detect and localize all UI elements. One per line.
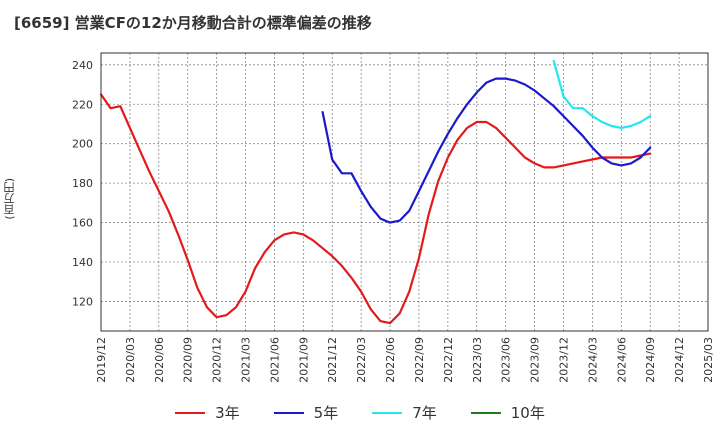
y-tick-label: 220	[72, 98, 93, 111]
axes: 120 140 160 180 200 220 240 2019/12 2020/03 2020/…	[72, 52, 715, 383]
x-tick-label: 2021/06	[268, 337, 281, 383]
legend-item-10y: 10年	[470, 402, 545, 423]
chart-title: [6659] 営業CFの12か月移動合計の標準偏差の推移	[14, 14, 372, 32]
legend-label-10y: 10年	[510, 404, 545, 422]
x-tick-label: 2020/12	[211, 337, 224, 383]
x-tick-label: 2023/03	[471, 337, 484, 383]
x-tick-label: 2019/12	[95, 337, 108, 383]
legend-swatch-3y	[175, 411, 206, 414]
y-tick-label: 120	[72, 295, 93, 308]
x-tick-label: 2024/09	[644, 337, 657, 383]
x-tick-label: 2021/12	[326, 337, 339, 383]
legend-swatch-10y	[470, 411, 501, 414]
x-tick-label: 2023/12	[557, 337, 570, 383]
legend-swatch-7y	[372, 411, 403, 414]
y-tick-label: 240	[72, 59, 93, 72]
series-line-3年	[99, 93, 652, 325]
legend: 3年 5年 7年 10年	[0, 402, 720, 423]
x-tick-label: 2020/09	[182, 337, 195, 383]
x-tick-label: 2022/12	[442, 337, 455, 383]
legend-item-7y: 7年	[372, 402, 437, 423]
legend-label-7y: 7年	[412, 404, 437, 422]
legend-item-3y: 3年	[175, 402, 240, 423]
x-tick-label: 2022/06	[384, 337, 397, 383]
y-tick-label: 180	[72, 177, 93, 190]
x-tick-label: 2024/06	[615, 337, 628, 383]
x-tick-label: 2021/09	[297, 337, 310, 383]
x-tick-label: 2023/09	[529, 337, 542, 383]
x-tick-label: 2024/12	[673, 337, 686, 383]
x-tick-label: 2020/06	[153, 337, 166, 383]
x-tick-label: 2020/03	[124, 337, 137, 383]
series-lines	[99, 59, 652, 325]
legend-swatch-5y	[273, 411, 304, 414]
series-line-5年	[321, 77, 652, 224]
plot-frame	[100, 52, 709, 332]
y-tick-label: 140	[72, 256, 93, 269]
x-tick-label: 2023/06	[500, 337, 513, 383]
x-tick-label: 2021/03	[240, 337, 253, 383]
x-tick-label: 2022/03	[355, 337, 368, 383]
y-tick-label: 200	[72, 138, 93, 151]
legend-label-3y: 3年	[215, 404, 240, 422]
x-tick-label: 2022/09	[413, 337, 426, 383]
legend-item-5y: 5年	[273, 402, 339, 423]
y-tick-label: 160	[72, 217, 93, 230]
series-line-7年	[552, 59, 652, 130]
legend-label-5y: 5年	[313, 404, 339, 422]
x-tick-label: 2024/03	[586, 337, 599, 383]
grid-layer	[100, 53, 709, 331]
x-tick-label: 2025/03	[702, 337, 715, 383]
